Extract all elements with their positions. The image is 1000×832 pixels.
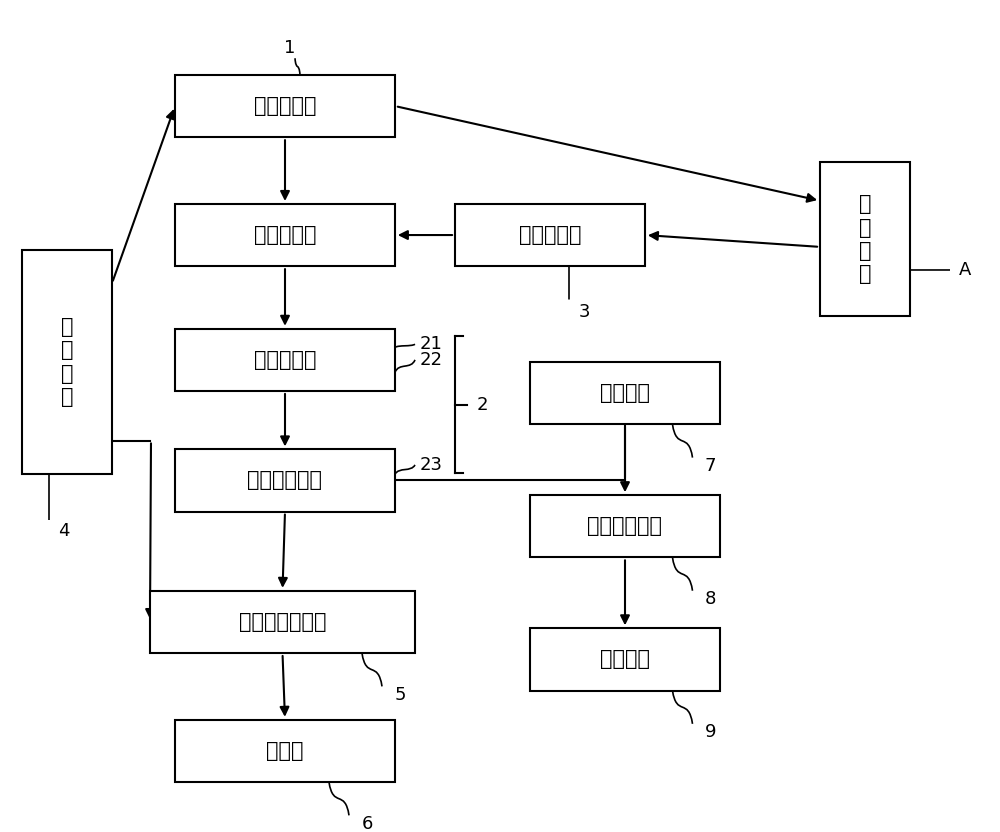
- Text: 4: 4: [58, 522, 70, 540]
- Text: 1: 1: [284, 39, 296, 57]
- Text: 滤波电路: 滤波电路: [600, 383, 650, 404]
- Text: 23: 23: [420, 456, 443, 474]
- Bar: [175, 75, 395, 137]
- Bar: [820, 162, 910, 316]
- Text: 采样与量化电路: 采样与量化电路: [239, 612, 326, 632]
- Bar: [175, 449, 395, 512]
- Bar: [530, 362, 720, 424]
- Text: 信号放大电路: 信号放大电路: [248, 470, 322, 491]
- Text: 3: 3: [578, 303, 590, 321]
- Text: 22: 22: [420, 351, 443, 369]
- Text: 窄带滤光片: 窄带滤光片: [519, 225, 581, 245]
- Bar: [175, 329, 395, 391]
- Text: 9: 9: [705, 723, 716, 741]
- Text: 5: 5: [394, 686, 406, 704]
- Bar: [22, 250, 112, 474]
- Text: 光接收装置: 光接收装置: [254, 225, 316, 245]
- Text: 6: 6: [361, 815, 373, 832]
- Text: A: A: [959, 261, 971, 279]
- Bar: [175, 204, 395, 266]
- Bar: [150, 591, 415, 653]
- Text: 触
发
电
路: 触 发 电 路: [61, 317, 73, 407]
- Bar: [530, 628, 720, 691]
- Text: 光电探测器: 光电探测器: [254, 349, 316, 370]
- Text: 功率放大电路: 功率放大电路: [588, 516, 662, 537]
- Text: 被
测
目
标: 被 测 目 标: [859, 195, 871, 284]
- Text: 2: 2: [477, 395, 489, 414]
- Text: 7: 7: [705, 457, 716, 475]
- Bar: [455, 204, 645, 266]
- Bar: [175, 720, 395, 782]
- Text: 8: 8: [705, 590, 716, 608]
- Text: 存储器: 存储器: [266, 740, 304, 761]
- Text: 21: 21: [420, 335, 443, 354]
- Text: 脉冲发生器: 脉冲发生器: [254, 96, 316, 116]
- Bar: [530, 495, 720, 557]
- Text: 音频设备: 音频设备: [600, 649, 650, 670]
